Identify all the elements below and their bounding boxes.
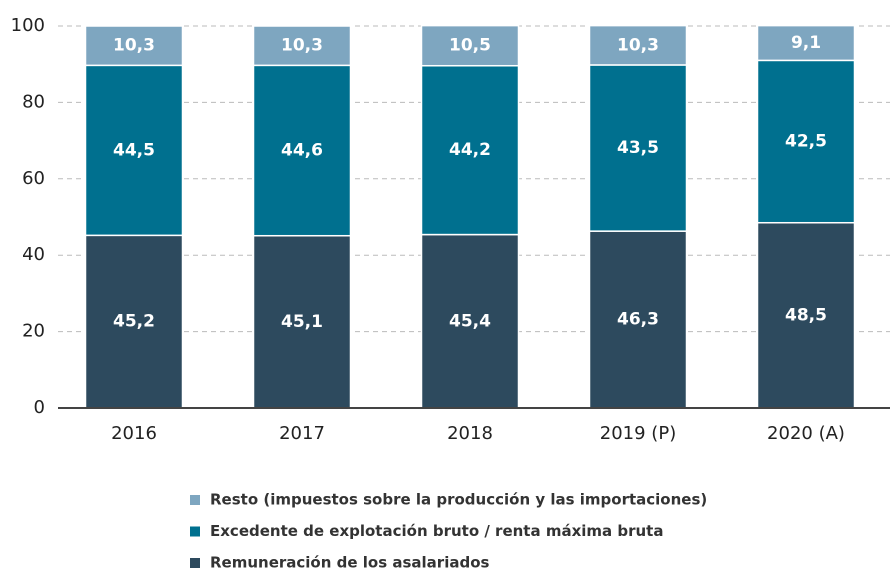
value-label: 10,5	[449, 36, 491, 56]
bar-segment	[252, 25, 352, 67]
y-tick-label: 20	[22, 321, 45, 342]
value-label: 48,5	[785, 305, 827, 325]
bar-segment	[420, 24, 520, 67]
legend-swatch	[190, 495, 200, 505]
legend-swatch	[190, 558, 200, 568]
value-label: 10,3	[617, 35, 659, 55]
bar-segment	[420, 64, 520, 236]
value-label: 44,6	[281, 141, 323, 161]
y-tick-label: 0	[34, 397, 45, 418]
bar-segment	[756, 221, 856, 409]
x-tick-label: 2020 (A)	[767, 423, 845, 444]
y-tick-label: 80	[22, 91, 45, 112]
value-label: 45,2	[113, 312, 155, 332]
x-tick-label: 2019 (P)	[600, 423, 676, 444]
bar-segment	[756, 24, 856, 62]
value-label: 42,5	[785, 132, 827, 152]
value-label: 44,2	[449, 140, 491, 160]
value-label: 9,1	[791, 33, 821, 53]
bar-segment	[588, 24, 688, 66]
bar-segment	[588, 230, 688, 409]
bar-segment	[756, 59, 856, 224]
x-tick-label: 2017	[279, 423, 325, 444]
value-label: 44,5	[113, 140, 155, 160]
legend-swatch	[190, 526, 200, 537]
bar-segment	[420, 233, 520, 409]
y-tick-label: 60	[22, 168, 45, 189]
value-label: 43,5	[617, 138, 659, 158]
value-label: 45,1	[281, 312, 323, 332]
x-tick-label: 2016	[111, 423, 157, 444]
value-label: 45,4	[449, 311, 491, 331]
value-label: 46,3	[617, 310, 659, 330]
value-label: 10,3	[113, 36, 155, 56]
legend-label: Remuneración de los asalariados	[210, 554, 490, 572]
y-tick-label: 40	[22, 244, 45, 265]
bar-segment	[84, 25, 184, 67]
x-tick-label: 2018	[447, 423, 493, 444]
bar-segment	[84, 234, 184, 409]
legend-label: Excedente de explotación bruto / renta m…	[210, 522, 663, 540]
y-tick-label: 100	[11, 15, 45, 36]
legend-label: Resto (impuestos sobre la producción y l…	[210, 491, 707, 509]
value-label: 10,3	[281, 36, 323, 56]
bar-segment	[588, 64, 688, 232]
bar-segment	[84, 64, 184, 237]
